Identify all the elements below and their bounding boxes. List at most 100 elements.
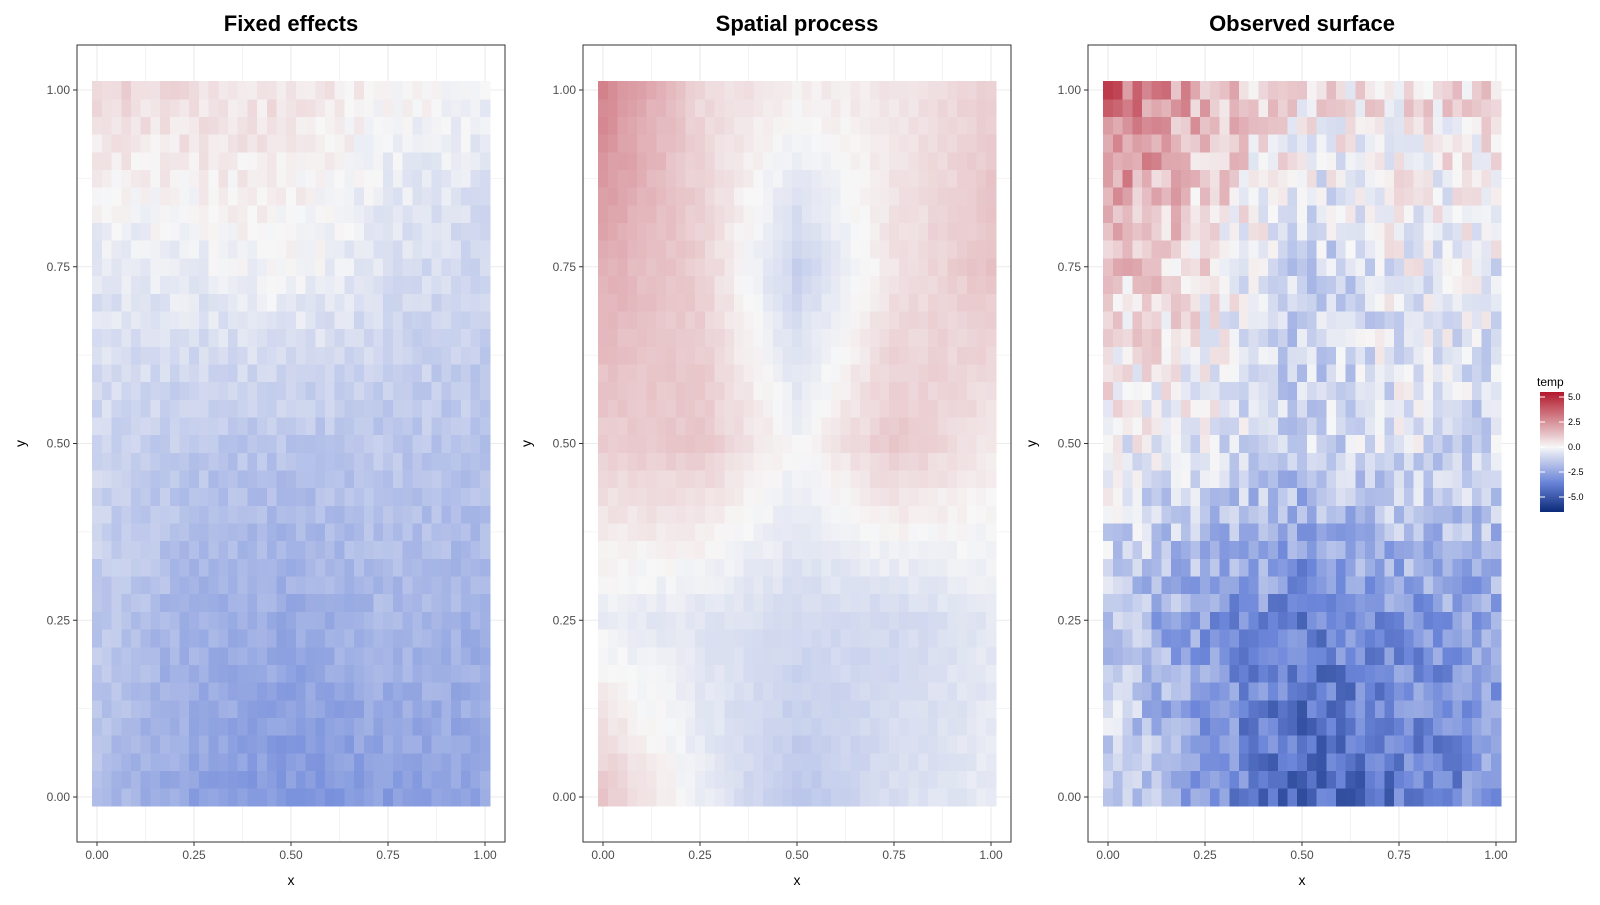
heatmap-tile [608, 346, 618, 364]
heatmap-tile [1462, 187, 1472, 205]
heatmap-tile [247, 647, 257, 665]
heatmap-tile [821, 541, 831, 559]
heatmap-tile [1210, 170, 1220, 188]
heatmap-tile [315, 470, 325, 488]
heatmap-tile [918, 452, 928, 470]
heatmap-tile [1472, 240, 1482, 258]
heatmap-tile [1142, 717, 1152, 735]
heatmap-tile [763, 505, 773, 523]
heatmap-tile [451, 117, 461, 135]
heatmap-tile [608, 558, 618, 576]
heatmap-tile [957, 700, 967, 718]
heatmap-tile [918, 470, 928, 488]
heatmap-tile [1113, 488, 1123, 506]
heatmap-tile [618, 117, 628, 135]
heatmap-tile [1404, 629, 1414, 647]
heatmap-tile [170, 435, 180, 453]
heatmap-tile [744, 753, 754, 771]
heatmap-tile [247, 682, 257, 700]
heatmap-tile [1287, 611, 1297, 629]
heatmap-tile [1336, 753, 1346, 771]
heatmap-tile [1317, 488, 1327, 506]
heatmap-tile [967, 276, 977, 294]
heatmap-tile [1491, 293, 1501, 311]
heatmap-tile [1210, 700, 1220, 718]
heatmap-tile [870, 311, 880, 329]
heatmap-tile [1171, 170, 1181, 188]
heatmap-tile [899, 576, 909, 594]
heatmap-tile [189, 788, 199, 806]
heatmap-tile [763, 152, 773, 170]
heatmap-tile [860, 276, 870, 294]
heatmap-tile [608, 629, 618, 647]
heatmap-tile [899, 735, 909, 753]
heatmap-tile [647, 117, 657, 135]
heatmap-tile [1181, 664, 1191, 682]
heatmap-tile [1161, 364, 1171, 382]
heatmap-tile [1355, 329, 1365, 347]
heatmap-tile [403, 647, 413, 665]
heatmap-tile [335, 541, 345, 559]
heatmap-tile [470, 311, 480, 329]
heatmap-tile [1423, 717, 1433, 735]
heatmap-tile [1433, 523, 1443, 541]
heatmap-tile [889, 117, 899, 135]
heatmap-tile [753, 152, 763, 170]
heatmap-tile [112, 240, 122, 258]
heatmap-tile [102, 629, 112, 647]
heatmap-tile [734, 576, 744, 594]
heatmap-tile [792, 223, 802, 241]
heatmap-tile [860, 329, 870, 347]
heatmap-tile [325, 788, 335, 806]
heatmap-tile [1423, 152, 1433, 170]
heatmap-tile [150, 399, 160, 417]
heatmap-tile [724, 170, 734, 188]
heatmap-tile [160, 753, 170, 771]
heatmap-tile [889, 700, 899, 718]
heatmap-tile [364, 470, 374, 488]
heatmap-tile [1452, 647, 1462, 665]
heatmap-tile [957, 753, 967, 771]
heatmap-tile [335, 258, 345, 276]
heatmap-tile [393, 664, 403, 682]
heatmap-tile [928, 240, 938, 258]
heatmap-tile [383, 293, 393, 311]
heatmap-tile [1472, 717, 1482, 735]
heatmap-tile [957, 664, 967, 682]
heatmap-tile [889, 452, 899, 470]
heatmap-tile [276, 505, 286, 523]
heatmap-tile [432, 488, 442, 506]
heatmap-tile [354, 541, 364, 559]
heatmap-tile [695, 717, 705, 735]
heatmap-tile [199, 700, 209, 718]
heatmap-tile [432, 205, 442, 223]
heatmap-tile [170, 399, 180, 417]
heatmap-tile [1239, 523, 1249, 541]
heatmap-tile [938, 488, 948, 506]
heatmap-tile [335, 240, 345, 258]
heatmap-tile [821, 470, 831, 488]
heatmap-tile [1472, 293, 1482, 311]
heatmap-tile [1258, 735, 1268, 753]
heatmap-tile [685, 417, 695, 435]
heatmap-tile [296, 470, 306, 488]
heatmap-tile [199, 258, 209, 276]
heatmap-tile [695, 205, 705, 223]
heatmap-tile [821, 364, 831, 382]
heatmap-tile [247, 753, 257, 771]
heatmap-tile [1239, 470, 1249, 488]
heatmap-tile [1190, 558, 1200, 576]
heatmap-tile [744, 629, 754, 647]
heatmap-tile [841, 399, 851, 417]
heatmap-tile [344, 788, 354, 806]
heatmap-tile [938, 311, 948, 329]
heatmap-tile [986, 594, 996, 612]
heatmap-tile [364, 187, 374, 205]
heatmap-tile [383, 435, 393, 453]
heatmap-tile [1142, 223, 1152, 241]
heatmap-tile [121, 576, 131, 594]
heatmap-tile [1452, 576, 1462, 594]
heatmap-tile [286, 223, 296, 241]
heatmap-tile [441, 611, 451, 629]
heatmap-tile [218, 664, 228, 682]
